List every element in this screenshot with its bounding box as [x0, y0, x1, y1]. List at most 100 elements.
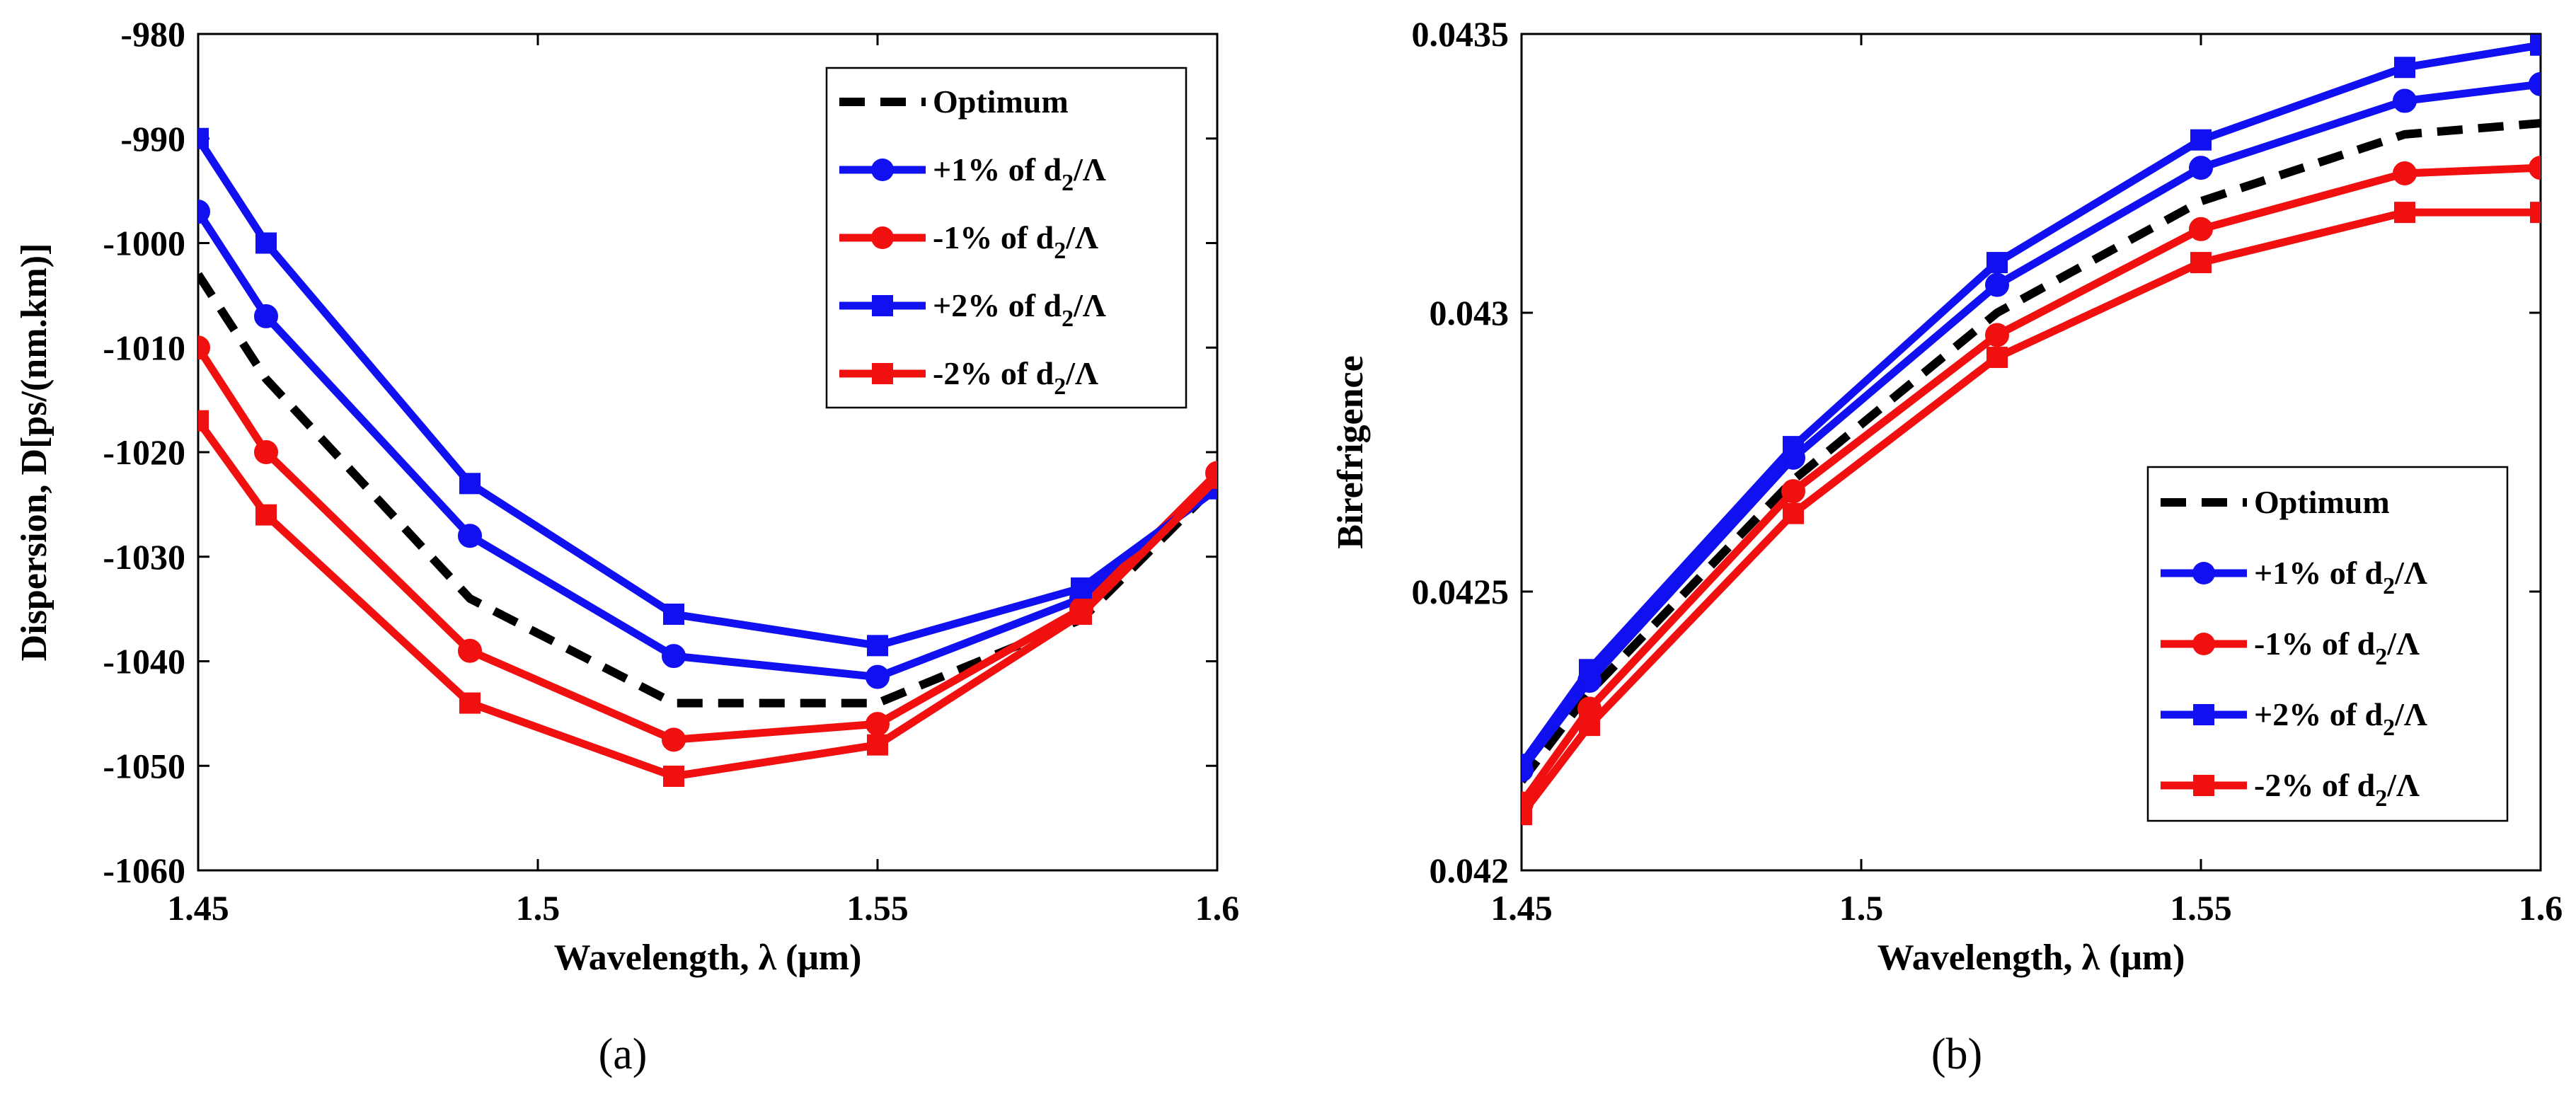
y-tick-label: 0.0425: [1412, 572, 1510, 611]
data-point-square: [255, 232, 277, 254]
data-point-circle: [866, 712, 890, 737]
data-point-square: [2394, 57, 2415, 79]
y-tick-label: -1020: [103, 432, 185, 472]
data-point-circle: [254, 304, 278, 328]
series-4: [1522, 202, 2541, 826]
data-point-circle: [662, 644, 686, 669]
data-point-square: [1071, 604, 1092, 626]
x-tick-label: 1.55: [2170, 888, 2232, 928]
data-point-square: [1522, 754, 1532, 776]
x-tick-label: 1.6: [1195, 888, 1240, 928]
y-tick-label: -1010: [103, 328, 185, 367]
data-point-square: [255, 504, 277, 526]
data-point-square: [198, 410, 209, 432]
x-tick-label: 1.55: [846, 888, 909, 928]
data-point-square: [867, 734, 888, 756]
legend-label: -2% of d2/Λ: [933, 355, 1098, 400]
series-3: [198, 127, 1217, 657]
legend-entry: -1% of d2/Λ: [839, 219, 1098, 264]
data-point-square: [1783, 436, 1804, 458]
data-point-square: [1579, 715, 1600, 737]
y-tick-label: -980: [120, 14, 185, 54]
legend-entry: +2% of d2/Λ: [839, 287, 1106, 332]
legend-entry: +1% of d2/Λ: [839, 151, 1106, 196]
legend-swatch-circle: [2192, 562, 2215, 584]
legend-label: Optimum: [933, 83, 1069, 120]
data-point-square: [2190, 129, 2212, 151]
data-point-square: [1783, 502, 1804, 524]
legend-swatch-circle: [871, 226, 894, 249]
data-point-circle: [866, 664, 890, 689]
legend-swatch-circle: [871, 159, 894, 181]
legend: Optimum +1% of d2/Λ -1% of d2/Λ +2% of d2/Λ…: [825, 67, 1188, 409]
legend-entry: +2% of d2/Λ: [2161, 696, 2427, 741]
y-tick-label: -990: [120, 119, 185, 159]
series-0: [1522, 119, 2541, 784]
series-line: [1522, 119, 2541, 784]
y-tick-label: 0.042: [1430, 851, 1510, 890]
legend-label: +1% of d2/Λ: [2254, 555, 2427, 599]
plot-area-frame: [1520, 33, 2542, 872]
data-point-circle: [458, 638, 482, 663]
y-tick-label: 0.043: [1430, 293, 1510, 333]
series-3: [1522, 34, 2541, 776]
data-point-square: [1579, 659, 1600, 681]
y-tick-label: -1050: [103, 746, 185, 785]
data-point-circle: [1985, 272, 2009, 297]
legend-swatch-square: [872, 363, 893, 384]
x-axis-label: Wavelength, λ (μm): [1878, 938, 2185, 978]
data-point-circle: [2529, 71, 2541, 96]
data-point-square: [2190, 252, 2212, 274]
data-point-circle: [2393, 161, 2417, 185]
legend-label: +1% of d2/Λ: [933, 151, 1106, 196]
data-point-square: [1986, 347, 2008, 369]
data-point-square: [2530, 202, 2541, 224]
data-point-circle: [198, 335, 210, 360]
data-point-square: [459, 473, 481, 495]
data-point-circle: [2393, 88, 2417, 113]
y-axis-label: Birefrigence: [1330, 355, 1371, 548]
legend-label: +2% of d2/Λ: [933, 287, 1106, 332]
series-4: [198, 410, 1217, 788]
data-point-circle: [198, 200, 210, 224]
data-point-circle: [458, 524, 482, 548]
data-point-square: [1986, 252, 2008, 274]
legend-swatch-circle: [2192, 633, 2215, 655]
data-point-square: [459, 692, 481, 714]
data-point-square: [198, 127, 209, 149]
x-tick-label: 1.5: [516, 888, 560, 928]
x-axis-label: Wavelength, λ (μm): [554, 938, 862, 978]
data-point-circle: [2189, 156, 2213, 180]
legend-entry: Optimum: [839, 83, 1069, 120]
data-point-circle: [662, 727, 686, 752]
legend-label: -1% of d2/Λ: [933, 219, 1098, 264]
x-tick-label: 1.6: [2519, 888, 2563, 928]
x-tick-label: 1.5: [1839, 888, 1884, 928]
data-point-circle: [2189, 217, 2213, 241]
legend-label: Optimum: [2254, 484, 2390, 520]
y-tick-label: -1040: [103, 642, 185, 681]
y-axis-label: Dispersion, D[ps/(nm.km)]: [14, 243, 54, 662]
legend-swatch-square: [2193, 704, 2214, 725]
data-point-square: [2394, 202, 2415, 224]
data-point-circle: [2529, 156, 2541, 180]
data-point-square: [1071, 577, 1092, 599]
x-tick-label: 1.45: [167, 888, 229, 928]
data-point-square: [2530, 34, 2541, 56]
y-tick-label: -1000: [103, 224, 185, 263]
legend-entry: -2% of d2/Λ: [2161, 767, 2420, 812]
legend-entry: -1% of d2/Λ: [2161, 626, 2420, 670]
legend-entry: Optimum: [2161, 484, 2390, 520]
legend-swatch-square: [872, 295, 893, 316]
legend-entry: -2% of d2/Λ: [839, 355, 1098, 400]
data-point-circle: [254, 440, 278, 464]
data-point-square: [867, 635, 888, 657]
legend-label: +2% of d2/Λ: [2254, 696, 2427, 741]
data-point-square: [1207, 467, 1217, 489]
legend-swatch-square: [2193, 775, 2214, 796]
legend-entry: +1% of d2/Λ: [2161, 555, 2427, 599]
data-point-square: [1522, 804, 1532, 826]
data-point-square: [663, 766, 684, 788]
data-point-circle: [1985, 323, 2009, 347]
